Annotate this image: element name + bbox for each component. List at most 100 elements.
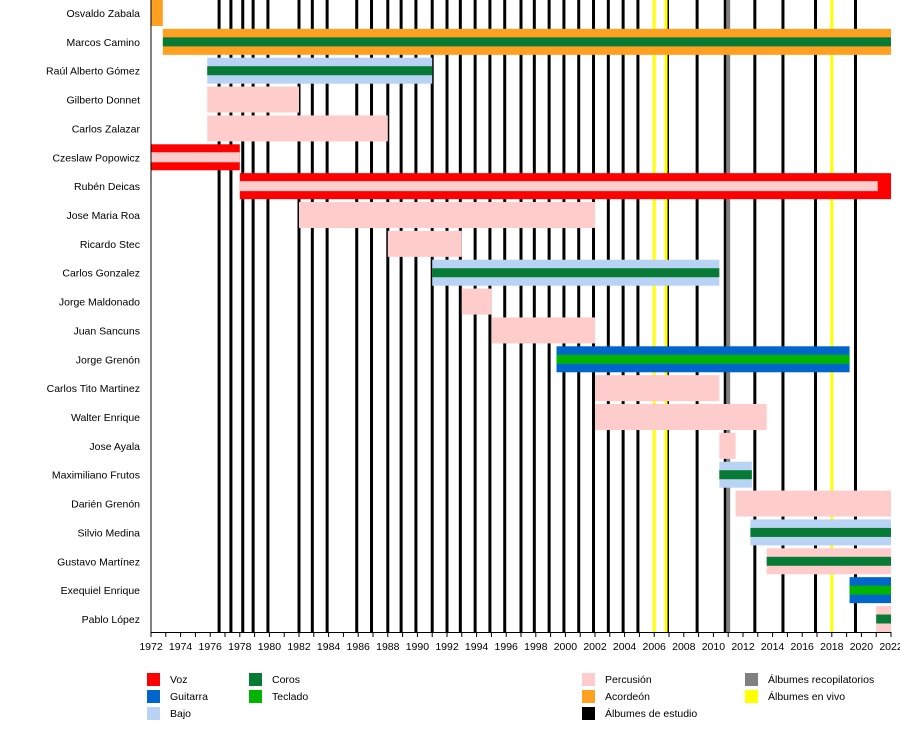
x-tick-label: 2000: [554, 641, 578, 653]
x-tick-label: 2014: [761, 641, 785, 653]
studio-album-line: [414, 0, 418, 632]
x-tick-label: 2016: [791, 641, 815, 653]
x-tick: [505, 632, 507, 637]
x-tick: [254, 632, 256, 637]
member-label: Rubén Deicas: [74, 181, 140, 193]
studio-album-line: [503, 0, 507, 632]
x-tick: [831, 632, 833, 637]
studio-album-line: [241, 0, 245, 632]
x-tick: [283, 632, 285, 637]
legend-item: Voz: [147, 673, 188, 686]
x-tick: [416, 632, 418, 637]
x-tick: [846, 632, 848, 637]
member-label: Ricardo Stec: [80, 239, 140, 251]
legend-item: Álbumes en vivo: [745, 690, 845, 703]
x-tick: [298, 632, 300, 637]
studio-album-line: [473, 0, 477, 632]
studio-album-line: [297, 0, 301, 632]
studio-album-line: [310, 0, 314, 632]
x-tick-label: 1982: [287, 641, 311, 653]
legend-label: Percusión: [605, 673, 652, 686]
studio-album-line: [251, 0, 255, 632]
x-tick: [342, 632, 344, 637]
x-tick-label: 2002: [583, 641, 607, 653]
studio-album-line: [370, 0, 374, 632]
member-bar: [491, 317, 595, 344]
x-tick: [165, 632, 167, 637]
legend-item: Coros: [249, 673, 300, 686]
legend-item: Acordeón: [582, 690, 650, 703]
studio-album-line: [430, 0, 434, 632]
member-label: Gilberto Donnet: [66, 95, 140, 107]
x-tick: [476, 632, 478, 637]
x-tick-label: 1984: [317, 641, 341, 653]
member-label: Carlos Zalazar: [72, 123, 141, 135]
x-tick-label: 1980: [258, 641, 282, 653]
x-tick: [624, 632, 626, 637]
studio-album-line: [621, 0, 625, 632]
x-tick: [387, 632, 389, 637]
member-bar-secondary: [432, 268, 720, 278]
x-tick: [594, 632, 596, 637]
x-tick: [772, 632, 774, 637]
member-bar: [207, 115, 388, 142]
member-bar: [735, 490, 891, 517]
studio-album-line: [488, 0, 492, 632]
x-tick: [150, 632, 152, 637]
x-tick: [890, 632, 892, 637]
x-tick: [683, 632, 685, 637]
x-tick-label: 1998: [524, 641, 548, 653]
studio-album-line: [781, 0, 785, 632]
member-bar: [461, 288, 492, 315]
x-tick: [742, 632, 744, 637]
legend-swatch: [147, 707, 160, 720]
member-bar-secondary: [162, 37, 892, 47]
legend-swatch: [745, 690, 758, 703]
studio-album-line: [458, 0, 462, 632]
studio-album-line: [695, 0, 699, 632]
x-tick: [801, 632, 803, 637]
compilation-album-line: [726, 0, 731, 632]
x-tick-label: 1974: [169, 641, 193, 653]
member-bar-secondary: [876, 614, 891, 624]
legend-label: Acordeón: [605, 690, 650, 703]
x-tick: [609, 632, 611, 637]
member-bar-secondary: [556, 354, 850, 364]
legend-swatch: [249, 690, 262, 703]
x-tick: [757, 632, 759, 637]
x-tick-label: 1996: [495, 641, 519, 653]
x-tick: [490, 632, 492, 637]
studio-album-line: [853, 0, 857, 632]
x-tick: [860, 632, 862, 637]
member-label: Jorge Maldonado: [59, 297, 140, 309]
x-tick: [535, 632, 537, 637]
member-bar-secondary: [750, 527, 891, 537]
x-tick: [180, 632, 182, 637]
x-tick: [520, 632, 522, 637]
studio-album-line: [229, 0, 233, 632]
x-tick-label: 1990: [406, 641, 430, 653]
legend-item: Teclado: [249, 690, 308, 703]
live-album-line: [830, 0, 834, 632]
member-label: Darién Grenón: [71, 499, 140, 511]
studio-album-line: [266, 0, 270, 632]
legend-item: Percusión: [582, 673, 652, 686]
x-tick: [638, 632, 640, 637]
member-bar-secondary: [207, 66, 433, 76]
x-tick: [402, 632, 404, 637]
x-tick: [268, 632, 270, 637]
x-tick: [698, 632, 700, 637]
member-label: Jose Ayala: [89, 441, 140, 453]
legend-label: Álbumes recopilatorios: [768, 673, 875, 686]
member-label: Walter Enrique: [71, 412, 140, 424]
legend-item: Bajo: [147, 707, 191, 720]
x-tick-label: 2012: [731, 641, 755, 653]
legend-item: Guitarra: [147, 690, 208, 703]
live-album-line: [664, 0, 668, 632]
legend-label: Álbumes en vivo: [768, 690, 846, 703]
legend-swatch: [147, 673, 160, 686]
x-tick: [875, 632, 877, 637]
x-tick: [328, 632, 330, 637]
x-tick-label: 2008: [672, 641, 696, 653]
legend-swatch: [582, 707, 595, 720]
